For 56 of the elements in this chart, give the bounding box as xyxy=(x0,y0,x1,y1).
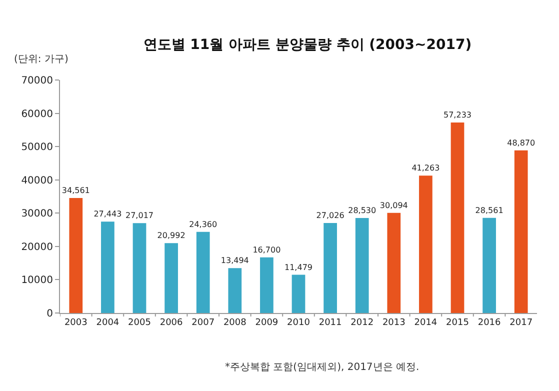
x-tick-label: 2012 xyxy=(350,318,374,328)
bar xyxy=(164,243,178,313)
y-tick-label: 10000 xyxy=(21,275,53,286)
y-tick-label: 70000 xyxy=(21,76,53,86)
x-tick-label: 2015 xyxy=(446,318,469,328)
x-tick-label: 2014 xyxy=(414,318,438,328)
y-tick-label: 20000 xyxy=(21,242,53,253)
bar xyxy=(450,122,464,313)
data-label: 28,530 xyxy=(348,206,376,216)
x-tick-label: 2006 xyxy=(160,318,184,328)
x-tick-label: 2011 xyxy=(318,318,342,328)
x-tick-label: 2008 xyxy=(223,318,247,328)
bar xyxy=(324,223,337,313)
x-tick-label: 2007 xyxy=(192,318,215,328)
x-tick-label: 2010 xyxy=(287,318,310,328)
bar xyxy=(514,150,528,313)
text: *주상복합 포함(임대제외), 2017년은 예정. xyxy=(225,362,420,373)
x-tick-label: 2004 xyxy=(96,318,120,328)
x-tick-label: 2017 xyxy=(510,318,533,328)
bar xyxy=(260,257,274,313)
chart-title: 연도별 11월 아파트 분양물량 추이 (2003~2017) xyxy=(143,36,472,53)
data-label: 41,263 xyxy=(412,164,440,173)
bar xyxy=(387,212,401,313)
data-label: 16,700 xyxy=(252,245,281,254)
data-label: 13,494 xyxy=(220,256,249,266)
data-label: 27,443 xyxy=(94,210,122,219)
data-label: 20,992 xyxy=(157,231,186,240)
bar xyxy=(419,176,432,313)
y-tick-label: 50000 xyxy=(21,142,53,154)
y-tick-label: 60000 xyxy=(21,108,53,120)
y-tick-label: 30000 xyxy=(21,208,53,220)
x-tick-label: 2016 xyxy=(478,318,502,328)
x-tick-label: 2003 xyxy=(64,318,88,328)
data-label: 48,870 xyxy=(507,138,536,148)
data-label: 24,360 xyxy=(189,220,218,229)
y-tick-label: 40000 xyxy=(21,175,53,186)
data-label: 11,479 xyxy=(284,262,312,272)
data-label: 57,233 xyxy=(444,110,472,120)
bar xyxy=(101,222,114,313)
y-axis-title: (단위: 가구) xyxy=(14,54,68,65)
bar xyxy=(292,274,306,313)
data-label: 27,017 xyxy=(126,211,154,220)
x-tick-label: 2013 xyxy=(382,318,406,328)
bar xyxy=(228,268,242,313)
data-label: 34,561 xyxy=(62,186,90,195)
data-label: 27,026 xyxy=(316,211,344,220)
bar xyxy=(69,198,83,313)
x-tick-label: 2009 xyxy=(255,318,278,328)
x-tick-label: 2005 xyxy=(128,318,151,328)
bar xyxy=(482,218,496,313)
bar xyxy=(196,232,210,313)
bar xyxy=(132,223,146,313)
y-tick-label: 0 xyxy=(46,308,53,320)
bar xyxy=(355,218,369,313)
data-label: 28,561 xyxy=(475,206,504,215)
data-label: 30,094 xyxy=(380,200,408,210)
